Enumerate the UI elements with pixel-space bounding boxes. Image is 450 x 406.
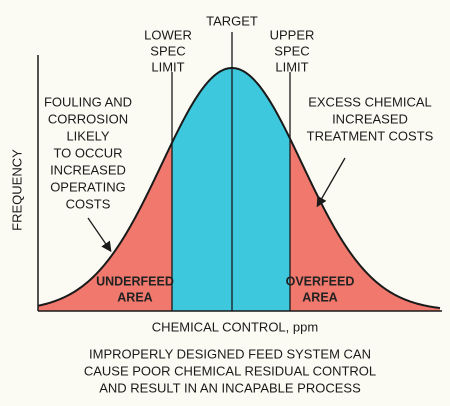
area-line: AREA xyxy=(302,290,337,304)
label-line: UPPER xyxy=(270,27,315,42)
area-line: UNDERFEED xyxy=(96,274,174,288)
note-line: CORROSION xyxy=(48,111,128,126)
target-area xyxy=(172,68,290,311)
note-line: FOULING AND xyxy=(44,94,132,109)
curve-areas xyxy=(37,66,441,311)
label-line: SPEC xyxy=(274,43,309,58)
caption-line: AND RESULT IN AN INCAPABLE PROCESS xyxy=(99,380,361,395)
area-line: OVERFEED xyxy=(286,274,355,288)
right-note: EXCESS CHEMICAL INCREASED TREATMENT COST… xyxy=(307,94,434,143)
right-arrow xyxy=(316,157,346,208)
bell-curve xyxy=(37,66,441,310)
note-line: TO OCCUR xyxy=(53,145,122,160)
upper-spec-label: UPPER SPEC LIMIT xyxy=(270,27,315,74)
caption-line: IMPROPERLY DESIGNED FEED SYSTEM CAN xyxy=(89,346,371,361)
label-line: LIMIT xyxy=(151,59,184,74)
left-note: FOULING AND CORROSION LIKELY TO OCCUR IN… xyxy=(44,94,132,211)
note-line: TREATMENT COSTS xyxy=(307,128,434,143)
left-arrow xyxy=(87,217,112,253)
caption: IMPROPERLY DESIGNED FEED SYSTEM CAN CAUS… xyxy=(84,346,376,395)
note-line: INCREASED xyxy=(50,162,126,177)
overfeed-area xyxy=(290,138,440,311)
underfeed-area xyxy=(38,142,172,311)
y-axis-label: FREQUENCY xyxy=(9,149,24,231)
note-line: INCREASED xyxy=(332,111,408,126)
target-label: TARGET xyxy=(206,13,258,28)
overfeed-label: OVERFEED AREA xyxy=(286,274,355,304)
note-line: COSTS xyxy=(66,196,111,211)
label-line: LIMIT xyxy=(275,59,308,74)
lower-spec-label: LOWER SPEC LIMIT xyxy=(144,27,192,74)
label-line: LOWER xyxy=(144,27,192,42)
x-axis-label: CHEMICAL CONTROL, ppm xyxy=(152,319,318,334)
note-line: EXCESS CHEMICAL xyxy=(308,94,432,109)
underfeed-label: UNDERFEED AREA xyxy=(96,274,174,304)
label-line: SPEC xyxy=(150,43,185,58)
caption-line: CAUSE POOR CHEMICAL RESIDUAL CONTROL xyxy=(84,363,376,378)
note-line: OPERATING xyxy=(50,179,126,194)
area-line: AREA xyxy=(117,290,152,304)
note-line: LIKELY xyxy=(66,128,109,143)
